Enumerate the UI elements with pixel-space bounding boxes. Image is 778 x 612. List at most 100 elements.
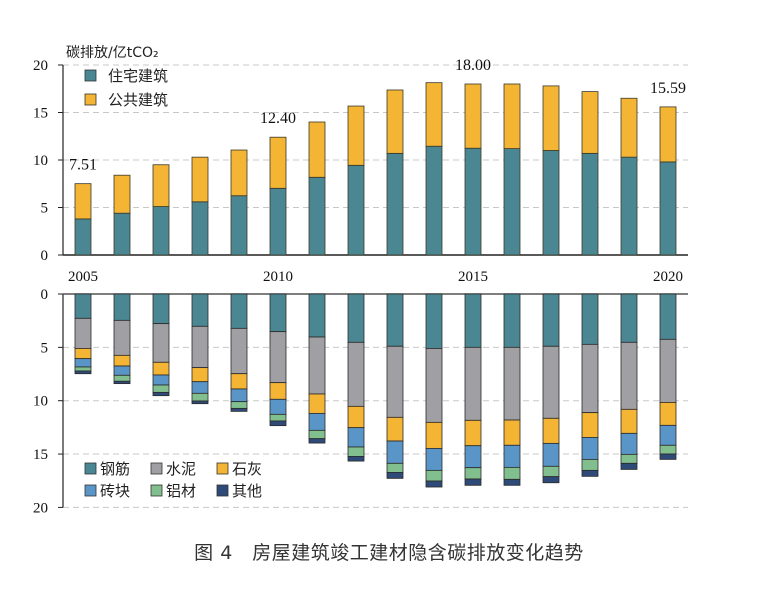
bottom-bar-brick-2006 [113,365,131,376]
top-y-tick-label: 10 [33,153,48,169]
bottom-bar-steel-2017 [542,293,560,347]
bottom-bar-steel-2007 [152,293,170,325]
top-bar-residential-2015 [464,147,482,256]
bottom-bar-cement-2016 [503,346,521,421]
bottom-bar-lime-2007 [152,361,170,376]
bottom-bar-cement-2008 [191,325,209,369]
bottom-bar-other-2011 [308,438,326,444]
top-bar-public-2008 [191,156,209,203]
top-data-label: 18.00 [455,57,491,74]
bottom-bar-other-2010 [269,420,287,427]
bottom-legend-label: 水泥 [166,460,196,478]
bottom-bar-cement-2006 [113,319,131,356]
top-data-label: 15.59 [650,80,686,97]
bottom-bar-aluminum-2011 [308,429,326,440]
bottom-bar-cement-2015 [464,346,482,421]
bottom-bar-steel-2016 [503,293,521,348]
bottom-bar-lime-2010 [269,382,287,400]
bottom-legend-swatch [216,484,229,497]
bottom-bar-steel-2012 [347,293,365,343]
top-bar-residential-2013 [386,152,404,256]
x-tick-label: 2015 [458,269,488,285]
bottom-bar-other-2012 [347,455,365,462]
top-bar-residential-2006 [113,212,131,256]
bottom-bar-brick-2015 [464,445,482,469]
bottom-bars [74,293,677,488]
bottom-bar-other-2013 [386,472,404,479]
bottom-legend-swatch [150,462,163,475]
bottom-bar-lime-2015 [464,419,482,447]
top-y-tick-label: 20 [33,58,48,74]
bottom-bar-aluminum-2015 [464,467,482,480]
bottom-bar-steel-2005 [74,293,92,319]
bottom-bar-cement-2014 [425,348,443,423]
bottom-bar-aluminum-2012 [347,446,365,457]
bottom-bar-cement-2007 [152,323,170,363]
bottom-legend-swatch [84,484,97,497]
bottom-bar-brick-2019 [620,432,638,455]
bottom-bar-steel-2008 [191,293,209,327]
bottom-bar-other-2005 [74,370,92,375]
bottom-bar-lime-2009 [230,373,248,390]
bottom-bar-aluminum-2013 [386,462,404,473]
x-tick-label: 2010 [263,269,293,285]
bottom-bar-brick-2008 [191,381,209,394]
bottom-bar-cement-2013 [386,345,404,418]
bottom-y-tick-label: 5 [41,340,49,356]
top-bar-residential-2012 [347,164,365,256]
bottom-bar-steel-2006 [113,293,131,321]
top-data-label: 12.40 [260,110,296,127]
top-bar-public-2007 [152,164,170,207]
bottom-bar-aluminum-2007 [152,384,170,393]
bottom-bar-other-2017 [542,476,560,484]
top-bar-residential-2010 [269,187,287,256]
bottom-bar-lime-2008 [191,367,209,383]
bottom-y-tick-label: 0 [41,287,49,303]
top-bar-public-2005 [74,183,92,220]
bottom-bar-brick-2016 [503,444,521,468]
bottom-bar-aluminum-2006 [113,374,131,382]
top-chart-residential-public: 碳排放/亿tCO₂ 0 5 10 15 20 7.51 12.40 18.00 15.59 住… [33,45,688,264]
bottom-y-tick-label: 10 [33,394,48,410]
bottom-bar-lime-2019 [620,408,638,434]
bottom-bar-other-2015 [464,478,482,486]
top-bar-public-2014 [425,82,443,147]
bottom-bar-other-2006 [113,380,131,385]
bottom-bar-other-2014 [425,480,443,488]
bottom-bar-steel-2011 [308,293,326,338]
bottom-bar-aluminum-2020 [659,444,677,455]
bottom-y-tick-label: 20 [33,500,48,516]
bottom-legend-swatch [150,484,163,497]
bottom-legend-swatch [84,462,97,475]
bottom-bar-aluminum-2016 [503,466,521,480]
top-annotations: 7.51 12.40 18.00 15.59 [69,57,686,174]
top-bar-public-2018 [581,91,599,154]
bottom-bar-other-2020 [659,453,677,460]
x-axis-labels: 2005 2010 2015 2020 [68,269,683,285]
x-tick-label: 2005 [68,269,98,285]
top-y-tick-label: 5 [41,201,49,217]
figure-caption: 图 4 房屋建筑竣工建材隐含碳排放变化趋势 [194,542,584,564]
top-legend-label: 公共建筑 [108,91,168,109]
bottom-bar-brick-2010 [269,398,287,415]
top-bar-public-2020 [659,106,677,163]
bottom-bar-cement-2009 [230,327,248,375]
top-bar-residential-2017 [542,150,560,256]
top-y-tick-label: 15 [33,106,48,122]
bottom-bar-steel-2015 [464,293,482,348]
bottom-bar-steel-2014 [425,293,443,349]
bottom-bar-lime-2016 [503,419,521,446]
bottom-bar-lime-2006 [113,354,131,367]
top-bar-residential-2009 [230,195,248,256]
bottom-bar-cement-2019 [620,341,638,410]
top-bar-public-2013 [386,89,404,154]
bottom-bar-other-2008 [191,400,209,405]
bottom-bar-other-2019 [620,462,638,470]
bottom-bar-steel-2013 [386,293,404,347]
bottom-bar-lime-2018 [581,412,599,438]
bottom-bar-cement-2018 [581,343,599,414]
bottom-bar-lime-2013 [386,416,404,442]
top-bar-residential-2007 [152,206,170,256]
